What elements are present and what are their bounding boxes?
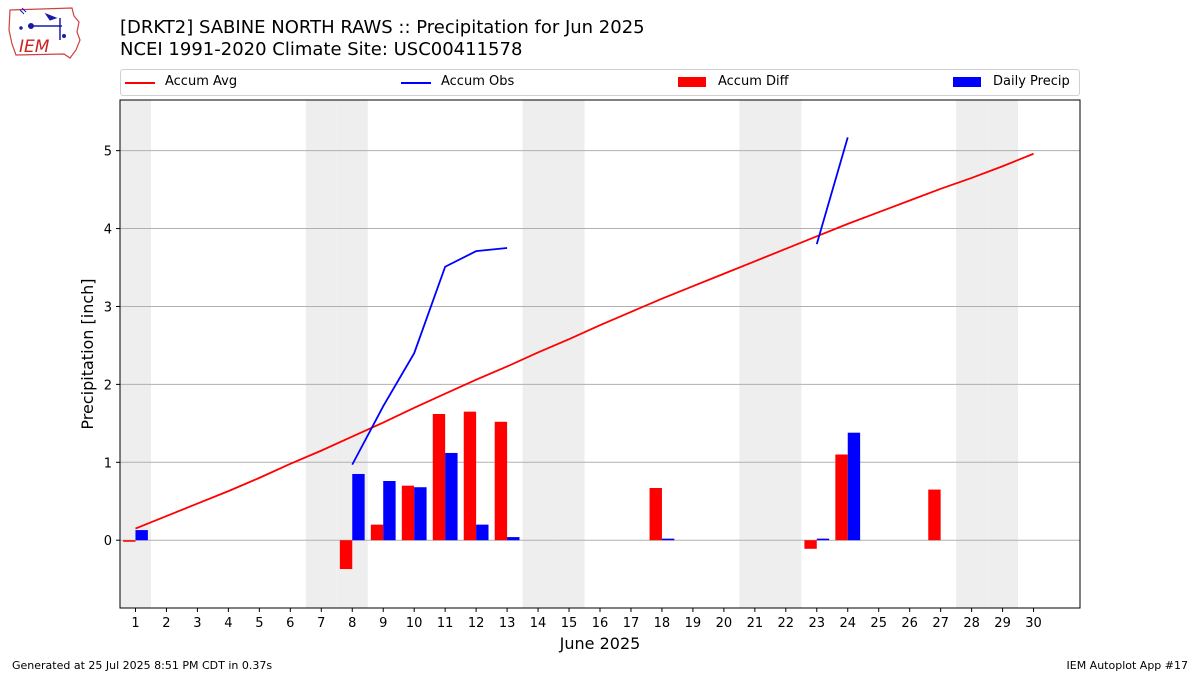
x-tick-label: 8 (348, 616, 356, 631)
y-tick-label: 0 (104, 534, 112, 549)
accum-avg-line (135, 152, 1034, 530)
daily-precip-bar (816, 538, 830, 541)
daily-precip-bar (476, 524, 489, 541)
accum-diff-bar (339, 540, 353, 570)
x-tick-label: 21 (747, 616, 764, 631)
x-tick-label: 13 (499, 616, 516, 631)
daily-precip-bar (507, 537, 520, 541)
x-tick-label: 19 (685, 616, 702, 631)
accum-diff-bar (835, 454, 848, 541)
x-tick-label: 23 (809, 616, 826, 631)
x-tick-label: 7 (317, 616, 325, 631)
y-axis: 0 1 2 3 4 5 (104, 145, 120, 549)
weekend-band (987, 100, 1019, 608)
y-tick-label: 3 (104, 300, 112, 315)
x-axis-label: June 2025 (559, 634, 641, 653)
footer-app-text: IEM Autoplot App #17 (1066, 659, 1189, 672)
legend-label: Accum Avg (165, 74, 238, 89)
legend-label: Daily Precip (993, 74, 1070, 89)
x-tick-label: 2 (162, 616, 170, 631)
iowa-state-outline (8, 7, 81, 59)
accum-obs-line (351, 247, 508, 466)
daily-precip-bar (847, 432, 861, 541)
bars (123, 411, 941, 570)
accum-diff-bar (494, 421, 508, 541)
weekend-band (739, 100, 771, 608)
x-tick-label: 14 (530, 616, 547, 631)
legend-swatch (401, 82, 431, 84)
accum-diff-bar (804, 540, 817, 549)
accum-diff-bar (401, 485, 415, 541)
x-tick-label: 18 (654, 616, 671, 631)
iem-logo: IEM (8, 7, 81, 59)
x-tick-label: 29 (994, 616, 1011, 631)
x-tick-label: 26 (901, 616, 918, 631)
accum-diff-bar (123, 540, 136, 542)
chart-title: [DRKT2] SABINE NORTH RAWS :: Precipitati… (120, 17, 645, 38)
x-tick-label: 5 (255, 616, 263, 631)
logo-text: IEM (19, 37, 50, 57)
x-tick-label: 24 (839, 616, 856, 631)
chart-subtitle: NCEI 1991-2020 Climate Site: USC00411578 (120, 39, 523, 60)
legend-label: Accum Diff (718, 74, 789, 89)
gridlines (120, 150, 1080, 541)
accum-diff-bar (370, 524, 384, 541)
legend-swatch (953, 77, 981, 87)
x-tick-label: 1 (131, 616, 139, 631)
x-axis: 1 2 3 4 5 6 7 8 9 10 11 12 13 14 15 16 17 18 19 20 21 22 23 24 2… (131, 608, 1042, 631)
daily-precip-bar (661, 538, 675, 541)
daily-precip-bar (414, 487, 427, 541)
lines (135, 137, 1034, 530)
x-tick-label: 3 (193, 616, 201, 631)
x-tick-label: 15 (561, 616, 578, 631)
daily-precip-bar (383, 481, 396, 541)
accum-diff-bar (649, 488, 662, 541)
weekend-band (956, 100, 988, 608)
weekend-band (522, 100, 554, 608)
x-tick-label: 28 (963, 616, 980, 631)
x-tick-label: 17 (623, 616, 640, 631)
x-tick-label: 6 (286, 616, 294, 631)
accum-diff-bar (463, 411, 477, 541)
y-axis-label: Precipitation [inch] (78, 278, 97, 429)
x-tick-label: 30 (1025, 616, 1042, 631)
x-tick-label: 12 (468, 616, 485, 631)
legend-label: Accum Obs (441, 74, 515, 89)
x-tick-label: 16 (592, 616, 609, 631)
legend-swatch (125, 82, 155, 84)
x-tick-label: 11 (437, 616, 454, 631)
weekend-shading (120, 100, 1019, 608)
weekend-band (770, 100, 802, 608)
daily-precip-bar (445, 452, 458, 541)
weekend-band (120, 100, 151, 608)
footer-generated-text: Generated at 25 Jul 2025 8:51 PM CDT in … (12, 659, 273, 672)
daily-precip-bar (135, 530, 148, 541)
y-tick-label: 1 (104, 456, 112, 471)
x-tick-label: 22 (778, 616, 795, 631)
x-tick-label: 27 (932, 616, 949, 631)
x-tick-label: 4 (224, 616, 232, 631)
accum-obs-line (815, 137, 849, 245)
x-tick-label: 25 (870, 616, 887, 631)
y-tick-label: 5 (104, 145, 112, 160)
weather-station-icon (19, 7, 66, 40)
y-tick-label: 4 (104, 223, 112, 238)
chart-legend: Accum Avg Accum Obs Accum Diff Daily Pre… (120, 69, 1080, 96)
accum-diff-bar (432, 413, 446, 541)
weekend-band (553, 100, 585, 608)
x-tick-label: 10 (406, 616, 423, 631)
x-tick-label: 20 (716, 616, 733, 631)
accum-diff-bar (928, 489, 941, 541)
legend-swatch (678, 77, 706, 87)
weekend-band (305, 100, 337, 608)
daily-precip-bar (352, 473, 365, 541)
y-tick-label: 2 (104, 378, 112, 393)
x-tick-label: 9 (379, 616, 387, 631)
